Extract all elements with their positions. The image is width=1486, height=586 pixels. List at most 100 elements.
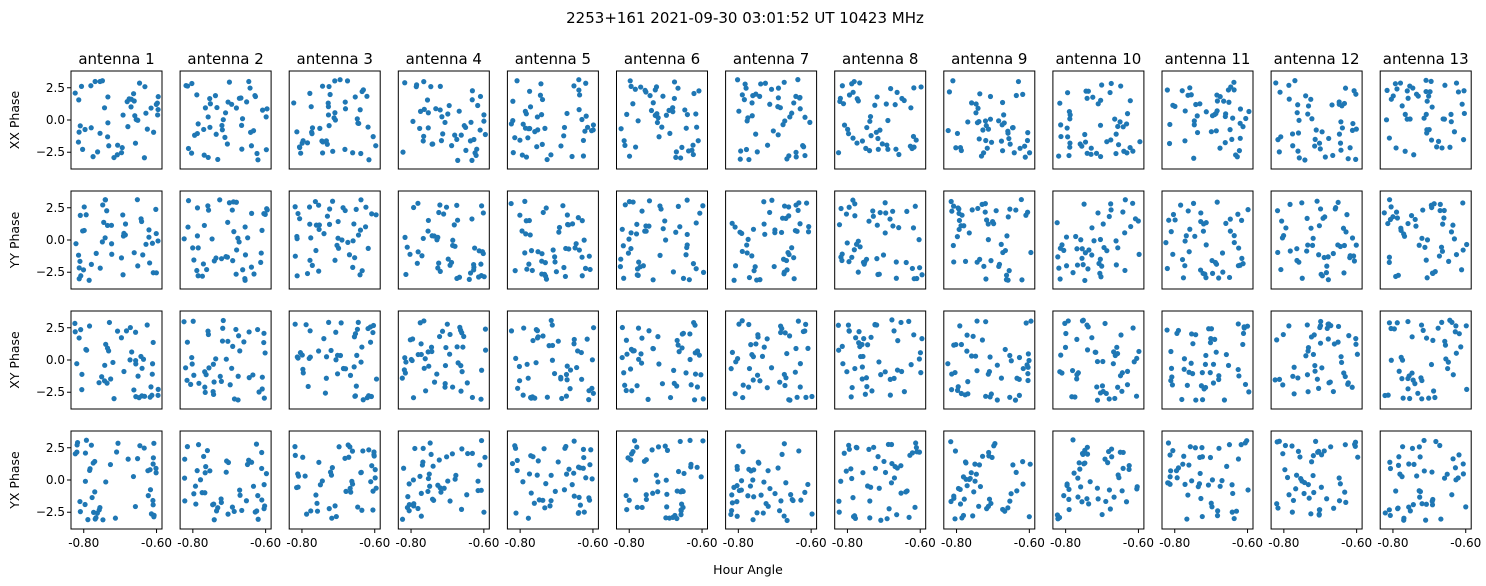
data-point [1295, 130, 1302, 136]
data-point [965, 119, 971, 125]
data-point [839, 257, 845, 264]
data-point [1056, 153, 1062, 159]
data-point [308, 104, 314, 110]
data-point [957, 144, 964, 151]
data-point [1306, 495, 1312, 501]
data-point [1447, 144, 1453, 150]
data-point [1120, 465, 1126, 471]
data-point [855, 238, 861, 244]
data-point [297, 144, 303, 151]
data-point [99, 78, 106, 84]
data-point [945, 361, 951, 367]
data-point [1426, 93, 1432, 99]
data-point [638, 360, 645, 366]
data-point [1274, 501, 1280, 507]
data-point [233, 271, 239, 277]
data-point [634, 444, 640, 450]
data-point [634, 504, 640, 510]
axes-frame [1379, 70, 1472, 170]
data-point [1023, 212, 1029, 218]
data-point [620, 243, 626, 249]
axes-frame [179, 430, 272, 530]
data-point [1420, 327, 1426, 333]
data-point [948, 198, 954, 205]
x-tick-label: -0.80 [614, 536, 645, 550]
data-point [1008, 358, 1014, 364]
data-point [759, 353, 766, 359]
data-point [868, 133, 874, 139]
data-point [1387, 512, 1393, 519]
data-point [1182, 238, 1188, 244]
data-point [836, 222, 843, 228]
data-point [584, 124, 591, 130]
data-point [1063, 234, 1070, 240]
data-point [1231, 233, 1237, 239]
data-point [1086, 501, 1092, 507]
data-point [1313, 438, 1319, 444]
data-point [108, 376, 114, 382]
data-point [399, 375, 405, 381]
data-point [1310, 351, 1317, 358]
data-point [870, 213, 876, 219]
data-point [332, 503, 338, 509]
axes-frame [725, 310, 818, 410]
data-point [803, 394, 809, 400]
data-point [428, 451, 434, 458]
data-point [1441, 207, 1447, 214]
data-point [465, 450, 471, 457]
data-point [1406, 504, 1412, 510]
data-point [663, 477, 669, 483]
data-point [1214, 199, 1220, 205]
data-point [548, 472, 554, 478]
data-point [255, 326, 261, 333]
data-point [901, 389, 907, 395]
data-point [1350, 120, 1356, 127]
data-point [1084, 444, 1090, 450]
data-point [1202, 384, 1209, 391]
panel-title-antenna-7: antenna 7 [733, 50, 809, 68]
data-point [1067, 116, 1073, 122]
data-point [447, 331, 453, 338]
data-point [740, 394, 746, 401]
data-point [323, 138, 329, 144]
data-point [590, 127, 596, 133]
data-point [659, 124, 665, 130]
data-point [950, 78, 956, 84]
data-point [1106, 448, 1112, 455]
data-point [976, 118, 982, 125]
data-point [949, 208, 955, 214]
data-point [1405, 95, 1411, 101]
data-point [1428, 361, 1435, 368]
data-point [202, 369, 208, 375]
data-point [580, 137, 587, 144]
data-point [543, 481, 549, 487]
data-point [1399, 376, 1405, 382]
data-point [427, 440, 433, 446]
data-point [1246, 389, 1252, 395]
data-point [1415, 390, 1421, 396]
data-point [1106, 213, 1112, 220]
data-point [1189, 331, 1195, 337]
data-point [235, 373, 241, 379]
data-point [202, 384, 208, 390]
data-point [1194, 113, 1200, 119]
data-point [360, 397, 366, 403]
data-point [231, 396, 238, 402]
data-point [878, 372, 884, 378]
data-point [351, 221, 357, 227]
data-point [1025, 377, 1031, 384]
data-point [781, 441, 787, 447]
data-point [475, 487, 481, 494]
data-point [1114, 344, 1120, 350]
data-point [1416, 242, 1422, 248]
data-point [354, 116, 360, 122]
data-point [1332, 206, 1338, 212]
data-point [628, 230, 634, 236]
data-point [532, 129, 538, 135]
data-point [901, 97, 907, 104]
data-point [778, 329, 784, 336]
data-point [744, 242, 750, 248]
data-point [358, 197, 364, 203]
data-point [875, 146, 881, 152]
data-point [237, 348, 243, 354]
